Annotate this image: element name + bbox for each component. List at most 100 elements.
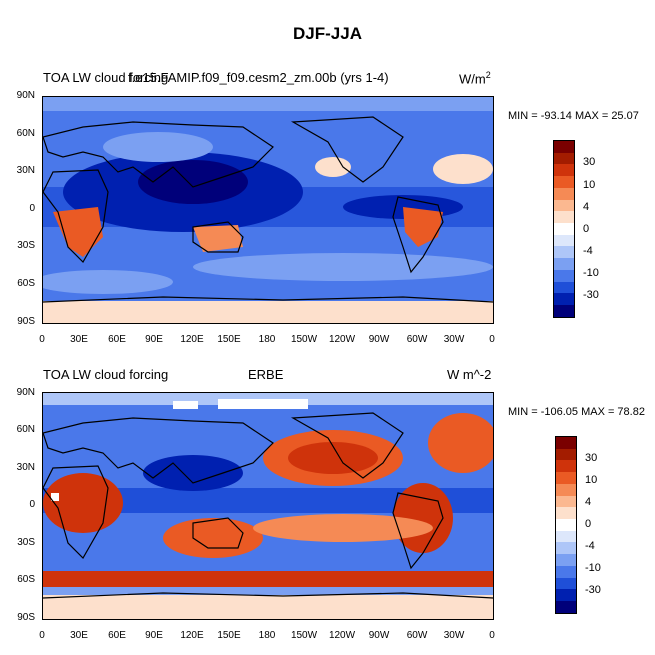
colorbar-swatch bbox=[556, 472, 576, 484]
panel1-lon-label: 0 bbox=[39, 334, 45, 345]
arctic-band bbox=[43, 97, 493, 111]
panel1-colorbar bbox=[553, 140, 575, 318]
panel1-lat-label: 60S bbox=[17, 278, 35, 289]
panel2-lon-label: 60E bbox=[108, 630, 126, 641]
panel2-lon-label: 120W bbox=[328, 630, 356, 641]
panel1-lat-label: 30S bbox=[17, 240, 35, 251]
missing-data bbox=[218, 399, 308, 409]
panel2-lat-label: 30N bbox=[16, 462, 35, 473]
panel1-lon-label: 150W bbox=[290, 334, 318, 345]
panel1-map bbox=[42, 96, 494, 324]
colorbar-swatch bbox=[556, 530, 576, 543]
colorbar-swatch bbox=[554, 305, 574, 317]
colorbar-swatch bbox=[556, 519, 576, 531]
panel2-lat-label: 90N bbox=[16, 387, 35, 398]
panel2-center-title: ERBE bbox=[248, 367, 284, 382]
panel2-left-title: TOA LW cloud forcing bbox=[43, 367, 169, 382]
panel2-lon-label: 30W bbox=[443, 630, 465, 641]
panel1-lon-label: 90E bbox=[145, 334, 163, 345]
africa-outline bbox=[43, 169, 109, 263]
colorbar-swatch bbox=[554, 223, 574, 235]
panel1-colorbar-label: -10 bbox=[583, 267, 599, 279]
figure-title: DJF-JJA bbox=[293, 24, 362, 43]
panel1-colorbar-label: 10 bbox=[583, 179, 596, 191]
panel2-lon-label: 0 bbox=[39, 630, 45, 641]
colorbar-swatch bbox=[556, 577, 576, 590]
north-america-outline bbox=[290, 412, 404, 479]
south-america-anomaly bbox=[403, 207, 443, 247]
panel1-colorbar-label: -4 bbox=[583, 245, 593, 257]
panel1-lon-label: 30W bbox=[443, 334, 465, 345]
australia-warm bbox=[163, 518, 263, 558]
panel2-lon-label: 30E bbox=[70, 630, 88, 641]
asia-blue bbox=[143, 455, 243, 491]
asia-light bbox=[103, 132, 213, 162]
panel2-colorbar-label: 30 bbox=[585, 452, 598, 464]
panel2-colorbar-label: -4 bbox=[585, 540, 595, 552]
australia-anomaly bbox=[193, 225, 243, 252]
southern-ocean-warm bbox=[43, 571, 493, 587]
australia-outline bbox=[192, 221, 244, 253]
panel2-lat-label: 60S bbox=[17, 574, 35, 585]
colorbar-swatch bbox=[556, 542, 576, 555]
panel1-units-sup: 2 bbox=[485, 70, 491, 80]
panel1-lon-label: 180 bbox=[258, 334, 276, 345]
panel2-colorbar-label: -10 bbox=[585, 562, 601, 574]
colorbar-swatch bbox=[556, 601, 576, 613]
colorbar-swatch bbox=[556, 554, 576, 566]
colorbar-swatch bbox=[556, 437, 576, 449]
panel1-lon-label: 150E bbox=[217, 334, 241, 345]
panel1-left-title: TOA LW cloud forcing bbox=[43, 70, 169, 85]
panel1-lat-label: 30N bbox=[16, 165, 35, 176]
panel1-lon-label: 60E bbox=[108, 334, 126, 345]
panel1-lon-label: 120E bbox=[180, 334, 204, 345]
antarctic-band bbox=[43, 595, 493, 619]
coastlines bbox=[43, 116, 493, 303]
africa-warm bbox=[43, 473, 123, 533]
panel1-lat-label: 0 bbox=[29, 203, 35, 214]
panel1-center-title: f.e15.FAMIP.f09_f09.cesm2_zm.00b (yrs 1-… bbox=[128, 70, 389, 85]
missing-data bbox=[51, 493, 59, 501]
colorbar-swatch bbox=[554, 234, 574, 247]
colorbar-swatch bbox=[554, 164, 574, 177]
africa-outline bbox=[43, 465, 109, 559]
colorbar-swatch bbox=[556, 495, 576, 508]
colorbar-swatch bbox=[554, 176, 574, 188]
panel1-map-svg bbox=[43, 97, 493, 323]
panel1-units-base: W/m bbox=[459, 71, 486, 87]
north-atlantic-light bbox=[433, 154, 493, 184]
panel1-lat-label: 90S bbox=[17, 316, 35, 327]
antarctic-band bbox=[43, 301, 493, 323]
panel2-lon-label: 90E bbox=[145, 630, 163, 641]
panel1-lat-label: 90N bbox=[16, 90, 35, 101]
panel2-map bbox=[42, 392, 494, 620]
panel1-lon-label: 60W bbox=[406, 334, 428, 345]
panel1-lon-label: 30E bbox=[70, 334, 88, 345]
panel2-units: W m^-2 bbox=[447, 367, 491, 382]
antarctica-outline bbox=[43, 592, 493, 599]
panel2-lon-label: 0 bbox=[489, 630, 495, 641]
panel2-lat-label: 0 bbox=[29, 499, 35, 510]
panel1-lat-label: 60N bbox=[16, 128, 35, 139]
colorbar-swatch bbox=[556, 565, 576, 578]
panel2-lat-label: 90S bbox=[17, 612, 35, 623]
panel1-colorbar-label: 0 bbox=[583, 223, 590, 235]
panel1-colorbar-label: 30 bbox=[583, 156, 596, 168]
panel2-colorbar-label: 0 bbox=[585, 518, 592, 530]
panel1-min-max: MIN = -93.14 MAX = 25.07 bbox=[508, 110, 639, 122]
panel2-lon-label: 120E bbox=[180, 630, 204, 641]
colorbar-swatch bbox=[556, 448, 576, 461]
panel1-colorbar-label: -30 bbox=[583, 289, 599, 301]
panel2-lat-label: 60N bbox=[16, 424, 35, 435]
south-pacific-warm bbox=[253, 514, 433, 542]
panel2-min-max: MIN = -106.05 MAX = 78.82 bbox=[508, 406, 645, 418]
south-america-outline bbox=[392, 196, 444, 274]
south-america-outline bbox=[392, 492, 444, 570]
colorbar-swatch bbox=[554, 246, 574, 259]
southern-ocean-blue bbox=[43, 587, 493, 595]
panel2-map-svg bbox=[43, 393, 493, 619]
eurasia-outline bbox=[43, 417, 274, 484]
panel2-units-base: W m^-2 bbox=[447, 367, 492, 382]
panel2-colorbar-label: 10 bbox=[585, 474, 598, 486]
colorbar-swatch bbox=[556, 483, 576, 496]
